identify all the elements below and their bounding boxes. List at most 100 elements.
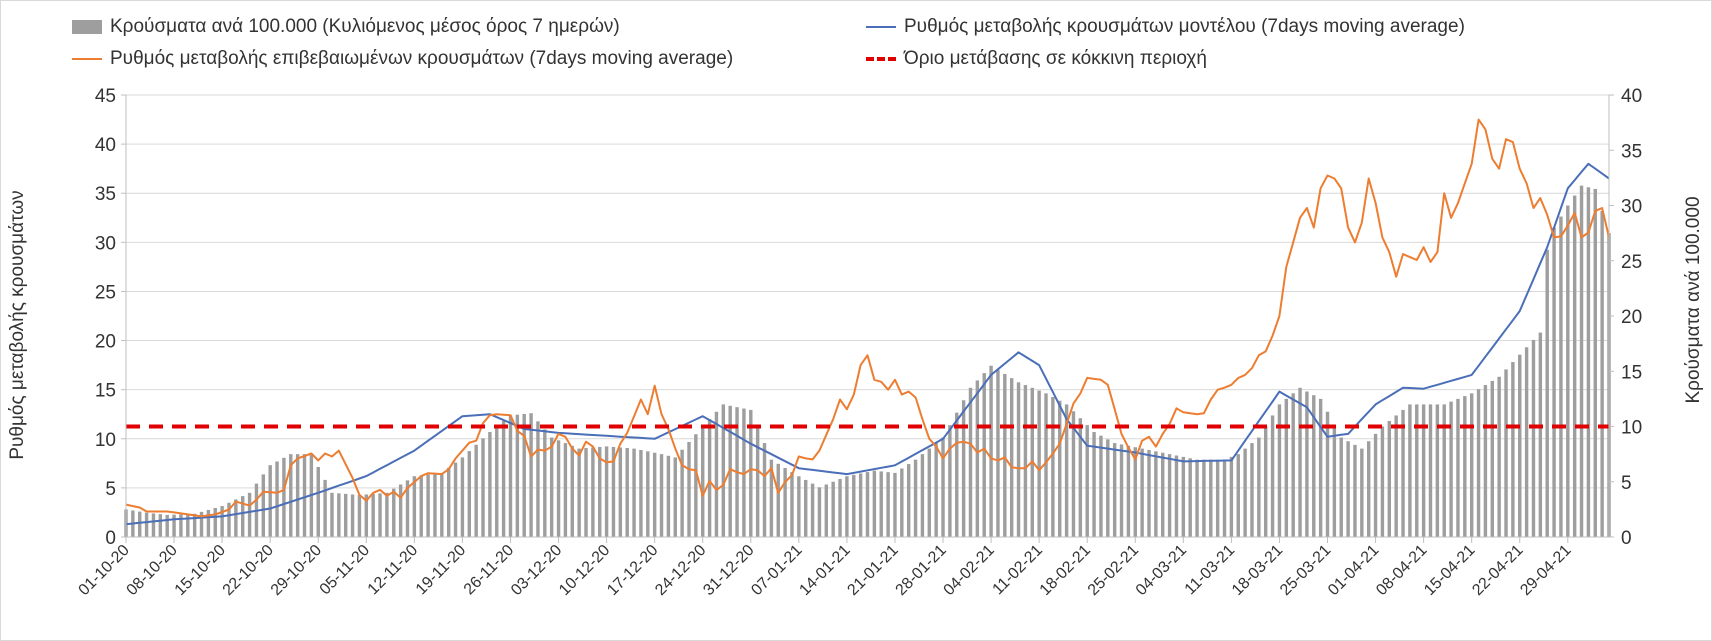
bar: [1298, 387, 1302, 537]
bar: [817, 487, 822, 537]
bar: [1442, 404, 1446, 537]
bar: [1360, 448, 1364, 537]
bar: [1353, 444, 1357, 537]
bar: [1291, 393, 1295, 537]
bar: [1099, 435, 1103, 537]
bar: [549, 437, 554, 537]
bar: [1044, 393, 1048, 537]
bar: [1243, 448, 1247, 537]
bar: [1106, 439, 1110, 537]
bar: [927, 448, 932, 537]
bar: [460, 457, 465, 537]
bar: [1586, 187, 1591, 537]
bar: [1154, 451, 1158, 537]
bar: [1373, 433, 1378, 537]
x-tick-label: 04-02-21: [941, 542, 998, 599]
bar: [446, 467, 451, 537]
bar: [522, 413, 526, 537]
x-tick-label: 03-12-20: [508, 542, 565, 599]
y2-tick-label: 30: [1621, 197, 1642, 218]
bar: [749, 409, 753, 537]
y-tick-label: 15: [95, 381, 116, 402]
bar: [1435, 404, 1440, 537]
x-tick-label: 11-03-21: [1182, 542, 1239, 599]
bar: [453, 462, 458, 537]
bar: [556, 440, 561, 537]
bar: [234, 499, 238, 537]
bar: [1449, 401, 1453, 537]
bar: [151, 513, 156, 537]
bar: [769, 459, 774, 537]
bar: [1003, 374, 1007, 537]
bar: [192, 513, 197, 537]
bar: [543, 429, 547, 537]
bar: [1456, 398, 1460, 537]
bar: [206, 509, 211, 537]
bar: [392, 488, 396, 537]
bar: [1305, 391, 1309, 537]
bar: [412, 476, 417, 537]
bar: [247, 492, 252, 537]
bar: [1257, 437, 1261, 537]
y2-tick-label: 10: [1621, 418, 1642, 439]
bar: [357, 495, 362, 537]
x-tick-label: 17-12-20: [604, 542, 661, 599]
bar: [1051, 397, 1055, 537]
y2-tick-label: 0: [1621, 528, 1632, 549]
bar: [1161, 452, 1165, 537]
bar: [1318, 398, 1323, 537]
bar: [1518, 354, 1522, 537]
bar: [1016, 382, 1021, 537]
bar: [755, 426, 760, 537]
bar: [934, 443, 938, 537]
x-tick-label: 01-04-21: [1325, 542, 1382, 599]
bar: [577, 448, 581, 537]
bar: [1421, 404, 1426, 537]
bar: [282, 457, 286, 537]
bar: [852, 474, 856, 537]
bar: [1504, 369, 1508, 537]
x-tick-label: 19-11-20: [413, 542, 470, 599]
bar: [1071, 411, 1076, 537]
y-tick-label: 35: [95, 184, 116, 205]
legend-label-model: Ρυθμός μεταβολής κρουσμάτων μοντέλου (7d…: [904, 16, 1465, 37]
bar: [639, 449, 643, 537]
bar: [405, 480, 410, 537]
bar: [330, 492, 334, 537]
bar: [666, 455, 671, 537]
y-tick-label: 40: [95, 135, 116, 156]
bar: [398, 484, 403, 537]
bar: [1270, 415, 1275, 537]
bar: [687, 441, 691, 537]
bar: [529, 413, 533, 537]
x-tick-label: 08-04-21: [1373, 542, 1430, 599]
x-tick-label: 22-10-20: [220, 542, 277, 599]
bar: [598, 446, 602, 537]
bar: [824, 484, 829, 537]
bar: [350, 494, 355, 537]
bar: [419, 475, 423, 537]
bar: [989, 365, 993, 537]
bar: [701, 426, 705, 537]
bar: [295, 454, 300, 537]
bar: [1058, 400, 1062, 537]
bar: [968, 387, 973, 537]
bar: [371, 493, 375, 537]
y2-tick-label: 40: [1621, 86, 1642, 107]
bar: [426, 474, 430, 537]
bar: [694, 434, 698, 537]
bar: [1524, 347, 1529, 537]
bar: [1531, 339, 1536, 537]
y-tick-label: 45: [95, 86, 116, 107]
bar: [865, 472, 870, 537]
bar: [199, 511, 204, 537]
bar: [1202, 459, 1206, 537]
bar: [1394, 415, 1398, 537]
bar: [1566, 205, 1570, 537]
bar: [1312, 395, 1316, 537]
bar: [261, 474, 266, 537]
bar: [618, 447, 623, 537]
bar: [1229, 456, 1234, 537]
